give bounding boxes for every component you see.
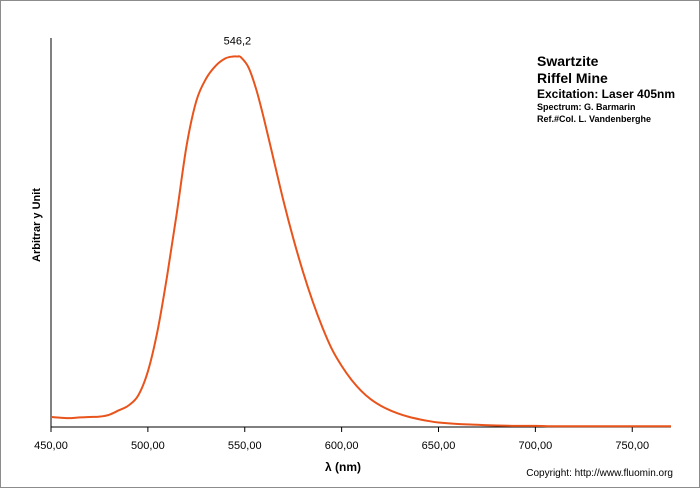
x-tick-label: 700,00 — [519, 440, 553, 452]
y-axis-label: Arbitrar y Unit — [31, 188, 43, 262]
x-tick-label: 750,00 — [615, 440, 649, 452]
excitation: Excitation: Laser 405nm — [537, 87, 675, 101]
x-tick-label: 650,00 — [422, 440, 456, 452]
x-tick-label: 450,00 — [34, 440, 68, 452]
x-axis-label: λ (nm) — [325, 460, 361, 474]
x-tick-label: 550,00 — [228, 440, 262, 452]
copyright: Copyright: http://www.fluomin.org — [526, 468, 673, 479]
series-group — [50, 55, 671, 428]
x-tick-label: 500,00 — [131, 440, 165, 452]
peak-annotation: 546,2 — [224, 36, 252, 48]
mineral-name: Swartzite — [537, 53, 599, 69]
x-ticks: 450,00 500,00 550,00 600,00 650,00 700,00 750,… — [34, 427, 649, 452]
spectrum-author: Spectrum: G. Barmarin — [537, 102, 636, 112]
spectrum-line — [50, 55, 671, 428]
locality: Riffel Mine — [537, 70, 608, 86]
x-tick-label: 600,00 — [325, 440, 359, 452]
reference: Ref.#Col. L. Vandenberghe — [537, 114, 651, 124]
